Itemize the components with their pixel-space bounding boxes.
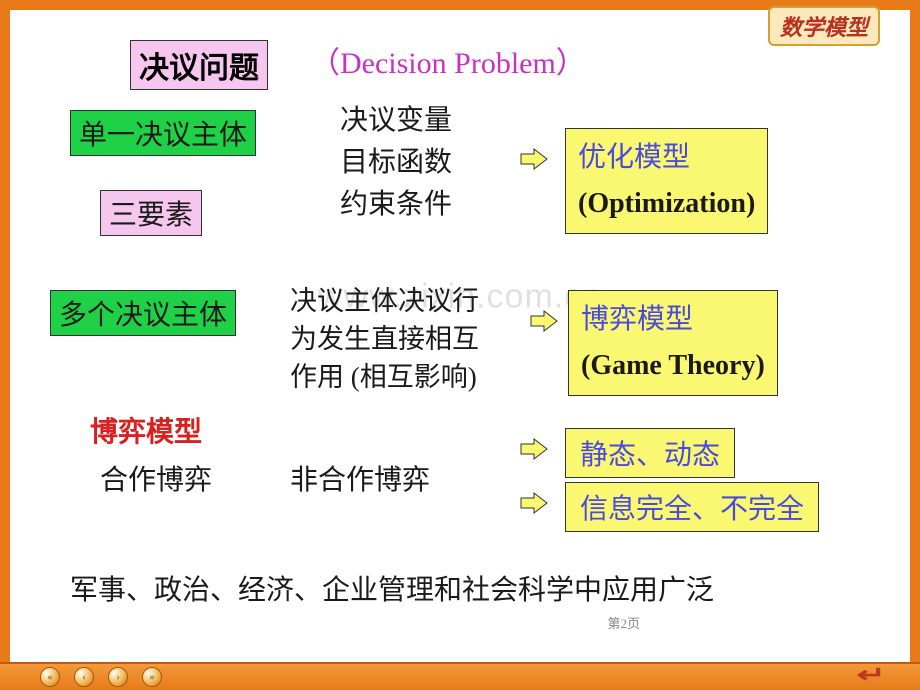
title-paren: （Decision Problem） [310,38,586,82]
arrow-to-optimization [520,148,548,170]
static-dynamic-box: 静态、动态 [565,428,735,478]
game-theory-l2: (Game Theory) [581,350,765,381]
single-subject-box: 单一决议主体 [70,110,256,156]
three-elements-box: 三要素 [100,190,202,236]
slide-content: www.zixin.com.cn 决议问题 （Decision Problem）… [10,10,910,662]
game-theory-box: 博弈模型 (Game Theory) [568,290,778,396]
nav-last-button[interactable]: » [142,667,162,687]
nav-prev-button[interactable]: ‹ [74,667,94,687]
nav-return-icon[interactable]: ↵ [856,662,886,688]
nav-first-button[interactable]: « [40,667,60,687]
optimization-l2: (Optimization) [578,188,755,219]
title-box: 决议问题 [130,40,268,90]
game-heading: 博弈模型 [90,410,202,450]
footer-text: 军事、政治、经济、企业管理和社会科学中应用广泛 [70,568,714,608]
nav-next-button[interactable]: › [108,667,128,687]
game-theory-l1: 博弈模型 [581,304,693,335]
arrow-to-static [520,438,548,460]
nav-controls: « ‹ › » [40,667,162,687]
info-complete-box: 信息完全、不完全 [565,482,819,532]
page-number: 第2页 [607,613,640,632]
coop-label: 合作博弈 [100,458,212,498]
frame-right [910,0,920,690]
multi-subject-box: 多个决议主体 [50,290,236,336]
arrow-to-info [520,492,548,514]
multi-desc: 决议主体决议行 为发生直接相互 作用 (相互影响) [290,282,479,396]
optimization-box: 优化模型 (Optimization) [565,128,768,234]
three-elements-list: 决议变量 目标函数 约束条件 [340,100,452,226]
noncoop-label: 非合作博弈 [290,458,430,498]
optimization-l1: 优化模型 [578,142,690,173]
frame-left [0,0,10,690]
arrow-to-game [530,310,558,332]
